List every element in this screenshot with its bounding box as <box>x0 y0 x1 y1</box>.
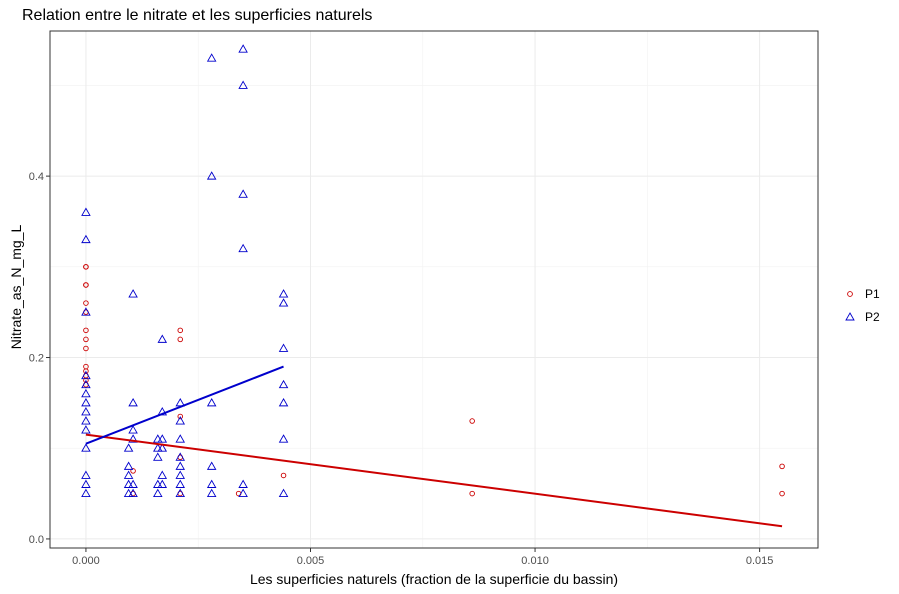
point-p2 <box>128 289 138 298</box>
x-axis-label: Les superficies naturels (fraction de la… <box>249 571 619 587</box>
point-p2 <box>81 488 91 498</box>
point-p2 <box>157 334 168 343</box>
point-p2 <box>157 470 168 479</box>
point-p2 <box>238 189 248 198</box>
point-p2 <box>81 443 91 452</box>
point-p2 <box>175 416 186 425</box>
point-p2 <box>278 488 289 498</box>
point-p2 <box>278 289 289 298</box>
circle-marker-icon <box>847 290 853 297</box>
point-p2 <box>81 425 91 434</box>
triangle-marker-icon <box>845 311 855 320</box>
point-p2 <box>206 397 217 407</box>
point-p2 <box>206 488 217 498</box>
legend: P1 P2 <box>842 282 880 328</box>
point-p2 <box>81 479 91 488</box>
trend-line-p1 <box>85 433 783 528</box>
grid-lines <box>50 31 818 548</box>
point-p2 <box>238 479 248 488</box>
point-p2 <box>81 234 91 244</box>
point-p2 <box>206 461 217 470</box>
point-p1 <box>177 413 183 420</box>
point-p2 <box>278 397 289 407</box>
point-p2 <box>206 53 217 62</box>
point-p2 <box>238 44 248 53</box>
point-p2 <box>157 434 168 443</box>
data-points <box>81 44 785 498</box>
point-p2 <box>81 388 91 398</box>
point-p1 <box>779 490 785 497</box>
point-p2 <box>128 434 138 443</box>
point-p2 <box>123 443 134 452</box>
y-tick-label: 0.0 <box>29 534 44 546</box>
panel-border <box>49 30 819 549</box>
legend-label-p2: P2 <box>865 309 880 324</box>
point-p1 <box>177 336 183 343</box>
point-p1 <box>83 264 89 270</box>
y-tick-label: 0.4 <box>29 171 44 183</box>
point-p1 <box>83 282 89 288</box>
point-p2 <box>278 298 289 307</box>
x-tick-label: 0.005 <box>297 555 325 567</box>
point-p2 <box>175 434 186 443</box>
point-p2 <box>206 479 217 488</box>
y-axis-label: Nitrate_as_N_mg_L <box>8 224 24 350</box>
point-p1 <box>177 327 183 334</box>
legend-label-p1: P1 <box>865 286 880 301</box>
point-p2 <box>81 379 91 389</box>
x-tick-label: 0.000 <box>72 555 100 567</box>
point-p2 <box>175 479 186 488</box>
trend-line-p2 <box>85 365 284 445</box>
point-p2 <box>153 452 163 461</box>
point-p2 <box>238 243 248 253</box>
point-p2 <box>81 370 91 380</box>
point-p2 <box>81 416 91 425</box>
point-p2 <box>81 207 91 216</box>
point-p1 <box>469 418 475 424</box>
point-p2 <box>128 479 138 488</box>
point-p2 <box>157 479 168 488</box>
point-p2 <box>206 171 217 180</box>
point-p2 <box>238 488 248 498</box>
chart-title: Relation entre le nitrate et les superfi… <box>22 7 373 24</box>
point-p1 <box>83 300 89 306</box>
point-p2 <box>153 488 163 498</box>
point-p2 <box>278 434 289 443</box>
trend-lines <box>85 365 783 528</box>
point-p2 <box>81 307 91 316</box>
point-p1 <box>83 345 89 352</box>
point-p1 <box>469 490 475 497</box>
point-p2 <box>123 470 134 479</box>
legend-item-p1: P1 <box>842 282 880 305</box>
x-tick-label: 0.015 <box>746 555 774 567</box>
point-p2 <box>81 470 91 479</box>
point-p2 <box>175 470 186 479</box>
point-p2 <box>128 488 138 498</box>
point-p2 <box>175 461 186 470</box>
y-tick-label: 0.2 <box>29 353 44 365</box>
point-p1 <box>83 327 89 334</box>
point-p1 <box>280 472 287 479</box>
point-p2 <box>278 343 289 352</box>
point-p1 <box>779 463 785 470</box>
point-p2 <box>157 443 168 452</box>
point-p2 <box>128 425 138 434</box>
point-p2 <box>123 461 134 470</box>
legend-item-p2: P2 <box>842 305 880 328</box>
point-p2 <box>81 407 91 416</box>
point-p2 <box>238 80 248 89</box>
point-p1 <box>83 336 89 343</box>
axis-ticks: 0.000 0.005 0.010 0.015 0.0 0.2 0.4 <box>29 171 774 567</box>
point-p2 <box>128 397 138 407</box>
point-p2 <box>81 397 91 407</box>
point-p2 <box>175 488 186 498</box>
point-p1 <box>130 468 136 474</box>
x-tick-label: 0.010 <box>521 555 549 567</box>
point-p2 <box>175 452 186 461</box>
point-p2 <box>278 379 289 389</box>
